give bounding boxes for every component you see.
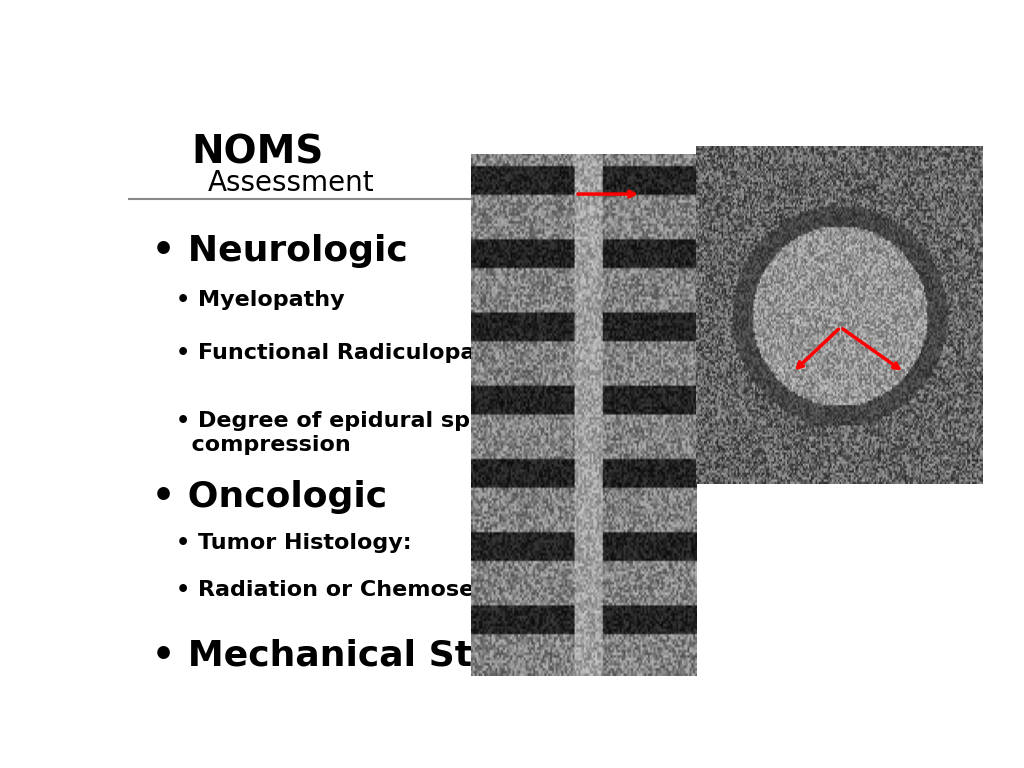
Text: • Degree of epidural spinal cord
  compression: • Degree of epidural spinal cord compres… [176, 412, 579, 455]
Text: • Neurologic: • Neurologic [152, 234, 408, 268]
Text: • Myelopathy: • Myelopathy [176, 290, 344, 310]
Text: Assessment: Assessment [207, 169, 374, 197]
Text: NOMS: NOMS [191, 134, 324, 171]
Text: • Mechanical Stability: • Mechanical Stability [152, 639, 600, 674]
Text: • Functional Radiculopathy: • Functional Radiculopathy [176, 343, 516, 363]
Text: • Oncologic: • Oncologic [152, 479, 387, 514]
Text: • Radiation or Chemosensitivity: • Radiation or Chemosensitivity [176, 580, 577, 600]
Text: • Tumor Histology:: • Tumor Histology: [176, 533, 419, 553]
